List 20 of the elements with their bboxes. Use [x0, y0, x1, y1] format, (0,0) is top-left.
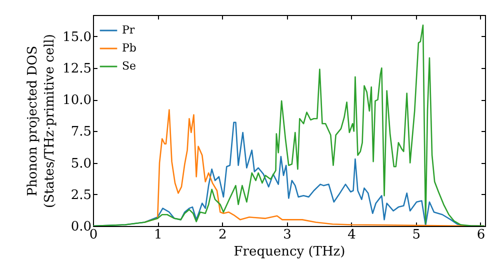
x-tick-label: 0 — [89, 228, 98, 242]
x-tick-label: 1 — [154, 228, 162, 242]
y-tick-label: 7.5 — [70, 124, 92, 140]
y-tick-label: 2.5 — [70, 188, 92, 203]
legend-label: Pb — [122, 42, 136, 54]
x-tick-label: 5 — [412, 228, 421, 242]
x-tick-label: 2 — [218, 228, 227, 242]
y-axis-title: Phonon projected DOS (States/THz·primitive cell) — [26, 34, 58, 208]
y-tick-label: 0.0 — [70, 220, 92, 234]
y-tick-label: 5.0 — [70, 156, 92, 172]
x-tick-label: 3 — [283, 228, 292, 242]
line-series — [93, 24, 485, 226]
y-tick-label: 10.0 — [62, 93, 92, 108]
legend-label: Se — [122, 60, 136, 72]
x-axis-title: Frequency (THz) — [234, 244, 346, 260]
x-tick-label: 6 — [476, 228, 486, 242]
y-tick-label: 12.5 — [62, 62, 92, 77]
x-tick-label: 4 — [348, 228, 356, 242]
legend-label: Pr — [122, 24, 136, 36]
y-tick-label: 15.0 — [62, 30, 92, 45]
